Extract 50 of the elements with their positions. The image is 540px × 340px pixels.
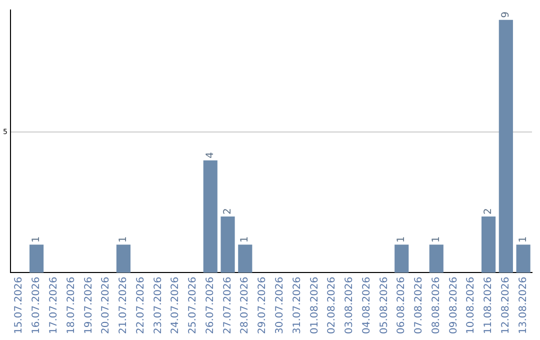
- bar: [481, 216, 496, 273]
- x-tick-label: 10.08.2026: [466, 276, 477, 334]
- bar: [429, 244, 444, 273]
- x-tick-label: 16.07.2026: [31, 276, 42, 334]
- data-label: 1: [31, 236, 42, 243]
- x-tick-label: 01.08.2026: [309, 276, 320, 334]
- data-label: 1: [518, 236, 529, 243]
- bar: [394, 244, 409, 273]
- x-tick-label: 23.07.2026: [152, 276, 164, 334]
- x-tick-label: 22.07.2026: [135, 276, 146, 334]
- x-tick-label: 17.07.2026: [48, 276, 60, 334]
- x-tick-label: 25.07.2026: [188, 276, 199, 334]
- x-tick-label: 19.07.2026: [83, 276, 94, 334]
- data-label: 1: [396, 236, 408, 243]
- x-tick-label: 11.08.2026: [483, 276, 494, 334]
- bar: [498, 20, 513, 273]
- bar: [238, 244, 252, 273]
- bar: [220, 216, 235, 273]
- x-tick-label: 08.08.2026: [430, 276, 442, 334]
- data-label: 9: [500, 11, 512, 18]
- x-tick-label: 31.07.2026: [292, 276, 303, 334]
- data-label: 1: [430, 236, 442, 243]
- x-tick-label: 06.08.2026: [396, 276, 408, 334]
- x-tick-label: 02.08.2026: [326, 276, 338, 334]
- x-tick-label: 30.07.2026: [274, 276, 286, 334]
- x-tick-label: 03.08.2026: [344, 276, 356, 334]
- x-tick-label: 26.07.2026: [204, 276, 216, 334]
- data-label: 2: [483, 208, 494, 215]
- bar: [516, 244, 530, 273]
- x-tick-label: 09.08.2026: [448, 276, 460, 334]
- x-tick-label: 28.07.2026: [240, 276, 251, 334]
- bar: [29, 244, 44, 273]
- bar: [116, 244, 130, 273]
- x-tick-label: 12.08.2026: [500, 276, 512, 334]
- x-tick-label: 18.07.2026: [66, 276, 77, 334]
- x-tick-label: 20.07.2026: [100, 276, 112, 334]
- data-label: 2: [222, 208, 234, 215]
- bar: [203, 160, 218, 273]
- data-label: 1: [240, 236, 251, 243]
- data-label: 1: [118, 236, 130, 243]
- x-tick-label: 27.07.2026: [222, 276, 234, 334]
- x-tick-label: 04.08.2026: [361, 276, 372, 334]
- x-tick-label: 21.07.2026: [118, 276, 130, 334]
- x-tick-label: 13.08.2026: [518, 276, 529, 334]
- x-tick-label: 29.07.2026: [257, 276, 268, 334]
- x-tick-label: 07.08.2026: [414, 276, 425, 334]
- data-label: 4: [204, 152, 216, 158]
- x-tick-label: 24.07.2026: [170, 276, 182, 334]
- x-tick-label: 15.07.2026: [14, 276, 25, 334]
- x-tick-label: 05.08.2026: [378, 276, 390, 334]
